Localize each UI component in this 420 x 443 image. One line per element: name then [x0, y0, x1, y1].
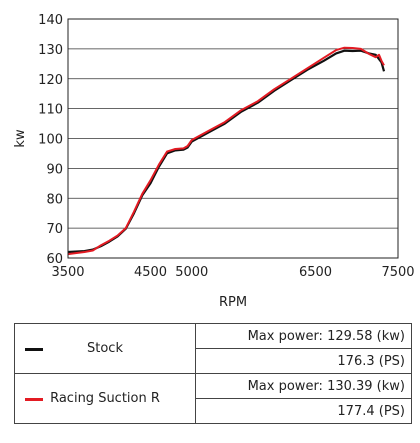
- y-tick-label: 130: [38, 43, 63, 58]
- x-tick-label: 3500: [51, 265, 84, 280]
- series-line-stock: [67, 49, 386, 254]
- y-tick-label: 90: [46, 162, 63, 177]
- y-tick-label: 100: [38, 133, 63, 148]
- legend-row-stock: Stock Max power: 129.58 (kw): [14, 323, 412, 374]
- y-tick-label: 70: [46, 222, 63, 237]
- stock-label: Stock: [87, 341, 123, 356]
- y-axis-label: kw: [13, 129, 28, 148]
- y-tick-label: 110: [38, 103, 63, 118]
- y-tick-label: 80: [46, 192, 63, 207]
- series-line-racing-suction-r: [67, 46, 385, 256]
- x-tick-label: 7500: [381, 265, 414, 280]
- series-lines: [67, 46, 386, 256]
- racing-swatch: [25, 397, 43, 401]
- racing-max-power: Max power: 130.39 (kw): [195, 373, 412, 399]
- grid-lines: [68, 18, 398, 259]
- y-tick-label: 120: [38, 73, 63, 88]
- y-tick-label: 140: [38, 13, 63, 28]
- y-axis-ticks: 60 70 80 90 100 110 120 130 140: [38, 13, 63, 267]
- stock-max-power: Max power: 129.58 (kw): [195, 323, 412, 349]
- legend-stock-cell: Stock: [14, 323, 196, 374]
- power-chart: 60 70 80 90 100 110 120 130 140 3500 4500 5000 6500…: [13, 13, 415, 310]
- y-tick-label: 60: [46, 252, 63, 267]
- legend-row-racing-ps: 177.4 (PS): [15, 398, 412, 424]
- legend-table: Stock Max power: 129.58 (kw) 176.3 (PS) …: [14, 323, 412, 424]
- x-axis-ticks: 3500 4500 5000 6500 7500: [51, 265, 414, 280]
- x-tick-label: 6500: [299, 265, 332, 280]
- racing-label: Racing Suction R: [50, 391, 160, 406]
- legend-racing-cell: Racing Suction R: [14, 373, 196, 424]
- stock-swatch: [25, 347, 43, 351]
- x-tick-label: 4500: [134, 265, 167, 280]
- legend-row-racing: Racing Suction R Max power: 130.39 (kw): [14, 373, 412, 424]
- racing-ps: 177.4 (PS): [195, 398, 412, 424]
- plot-frame: [67, 18, 399, 259]
- x-axis-label: RPM: [219, 295, 247, 310]
- stock-ps: 176.3 (PS): [195, 348, 412, 374]
- x-tick-label: 5000: [175, 265, 208, 280]
